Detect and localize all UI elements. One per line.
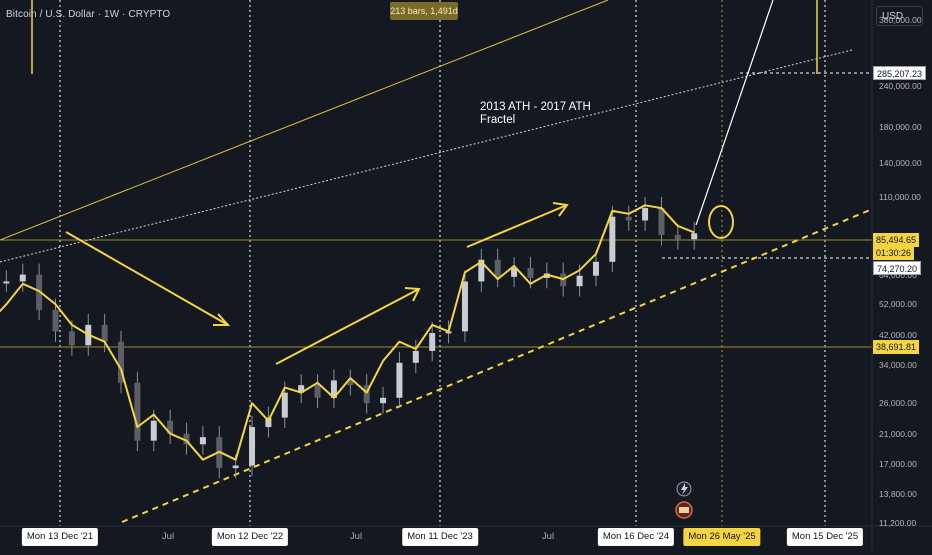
y-tick-label: 21,000.00 xyxy=(879,428,917,439)
candle xyxy=(592,250,599,287)
candle xyxy=(347,369,354,396)
price-tag-support: 38,691.81 xyxy=(873,340,920,354)
y-tick-label: 11,200.00 xyxy=(879,518,917,529)
candle xyxy=(52,298,59,342)
candle xyxy=(3,270,10,292)
candle xyxy=(265,406,272,438)
price-tag-upper: 285,207.23 xyxy=(873,66,927,80)
y-tick-label: 52,000.00 xyxy=(879,299,917,310)
candle xyxy=(150,409,157,452)
candle xyxy=(429,322,436,362)
x-axis-label: Jul xyxy=(541,531,555,542)
dotted-channel-line xyxy=(0,49,853,263)
candle xyxy=(314,374,321,409)
candle xyxy=(19,263,26,292)
candle xyxy=(298,374,305,403)
arrow-up xyxy=(275,287,421,365)
y-tick-label: 13,800.00 xyxy=(879,488,917,499)
x-axis-label: Mon 11 Dec '23 xyxy=(402,528,478,546)
y-tick-label: 34,000.00 xyxy=(879,359,917,370)
range-tooltip: 213 bars, 1,491d xyxy=(390,2,458,20)
candle xyxy=(625,205,632,231)
upper-channel-line xyxy=(0,0,609,241)
fractal-series-line xyxy=(0,204,695,461)
lightning-icon xyxy=(676,481,692,497)
candle xyxy=(396,351,403,409)
candle xyxy=(609,205,616,273)
candle xyxy=(118,330,125,394)
price-tag-current: 85,494.65 xyxy=(873,233,920,247)
annotation-line-1: 2013 ATH - 2017 ATH xyxy=(480,101,591,113)
x-axis-label: Mon 16 Dec '24 xyxy=(597,528,675,546)
x-axis-label: Jul xyxy=(161,531,175,542)
candle xyxy=(478,248,485,292)
y-tick-label: 240,000.00 xyxy=(879,80,922,91)
candle xyxy=(691,222,698,250)
candle xyxy=(183,422,190,455)
currency-button[interactable]: USD xyxy=(876,6,923,26)
event-icon xyxy=(675,501,693,519)
y-tick-label: 17,000.00 xyxy=(879,458,917,469)
candle xyxy=(412,339,419,374)
support-dashed-line xyxy=(121,209,871,523)
x-axis-label: Jul xyxy=(349,531,363,542)
x-axis-label: Mon 13 Dec '21 xyxy=(21,528,99,546)
candle xyxy=(363,374,370,414)
candle xyxy=(249,416,256,476)
y-tick-label: 180,000.00 xyxy=(879,121,922,132)
candles xyxy=(3,197,698,479)
annotation-line-2: Fractel xyxy=(480,114,516,126)
candle xyxy=(167,409,174,445)
fractal-annotation: 2013 ATH - 2017 ATH Fractel xyxy=(480,101,591,127)
candle xyxy=(134,371,141,452)
chart-title: Bitcoin / U.S. Dollar · 1W · CRYPTO xyxy=(6,9,171,20)
countdown-tag: 01:30:26 xyxy=(873,246,915,260)
candle xyxy=(494,248,501,288)
x-axis-label: Mon 15 Dec '25 xyxy=(786,528,864,546)
candle xyxy=(511,257,518,288)
price-tag-lower: 74,270.20 xyxy=(873,261,922,275)
candle xyxy=(68,320,75,356)
candle xyxy=(380,386,387,414)
candle xyxy=(199,426,206,455)
x-axis-label: Mon 12 Dec '22 xyxy=(211,528,289,546)
projection-line xyxy=(695,0,774,226)
y-tick-label: 42,000.00 xyxy=(879,329,917,340)
candle xyxy=(642,197,649,231)
candle xyxy=(674,223,681,250)
y-tick-label: 110,000.00 xyxy=(879,192,921,203)
arrow-down xyxy=(65,231,231,326)
arrow-up xyxy=(466,202,569,248)
y-tick-label: 140,000.00 xyxy=(879,157,922,168)
x-axis-label: Mon 26 May '25 xyxy=(683,528,761,546)
candle xyxy=(330,369,337,409)
target-circle xyxy=(708,205,734,239)
candle xyxy=(101,313,108,353)
candle xyxy=(461,270,468,342)
candle xyxy=(658,197,665,246)
y-tick-label: 26,000.00 xyxy=(879,398,917,409)
y-tick-label: 380,000.00 xyxy=(879,15,922,26)
